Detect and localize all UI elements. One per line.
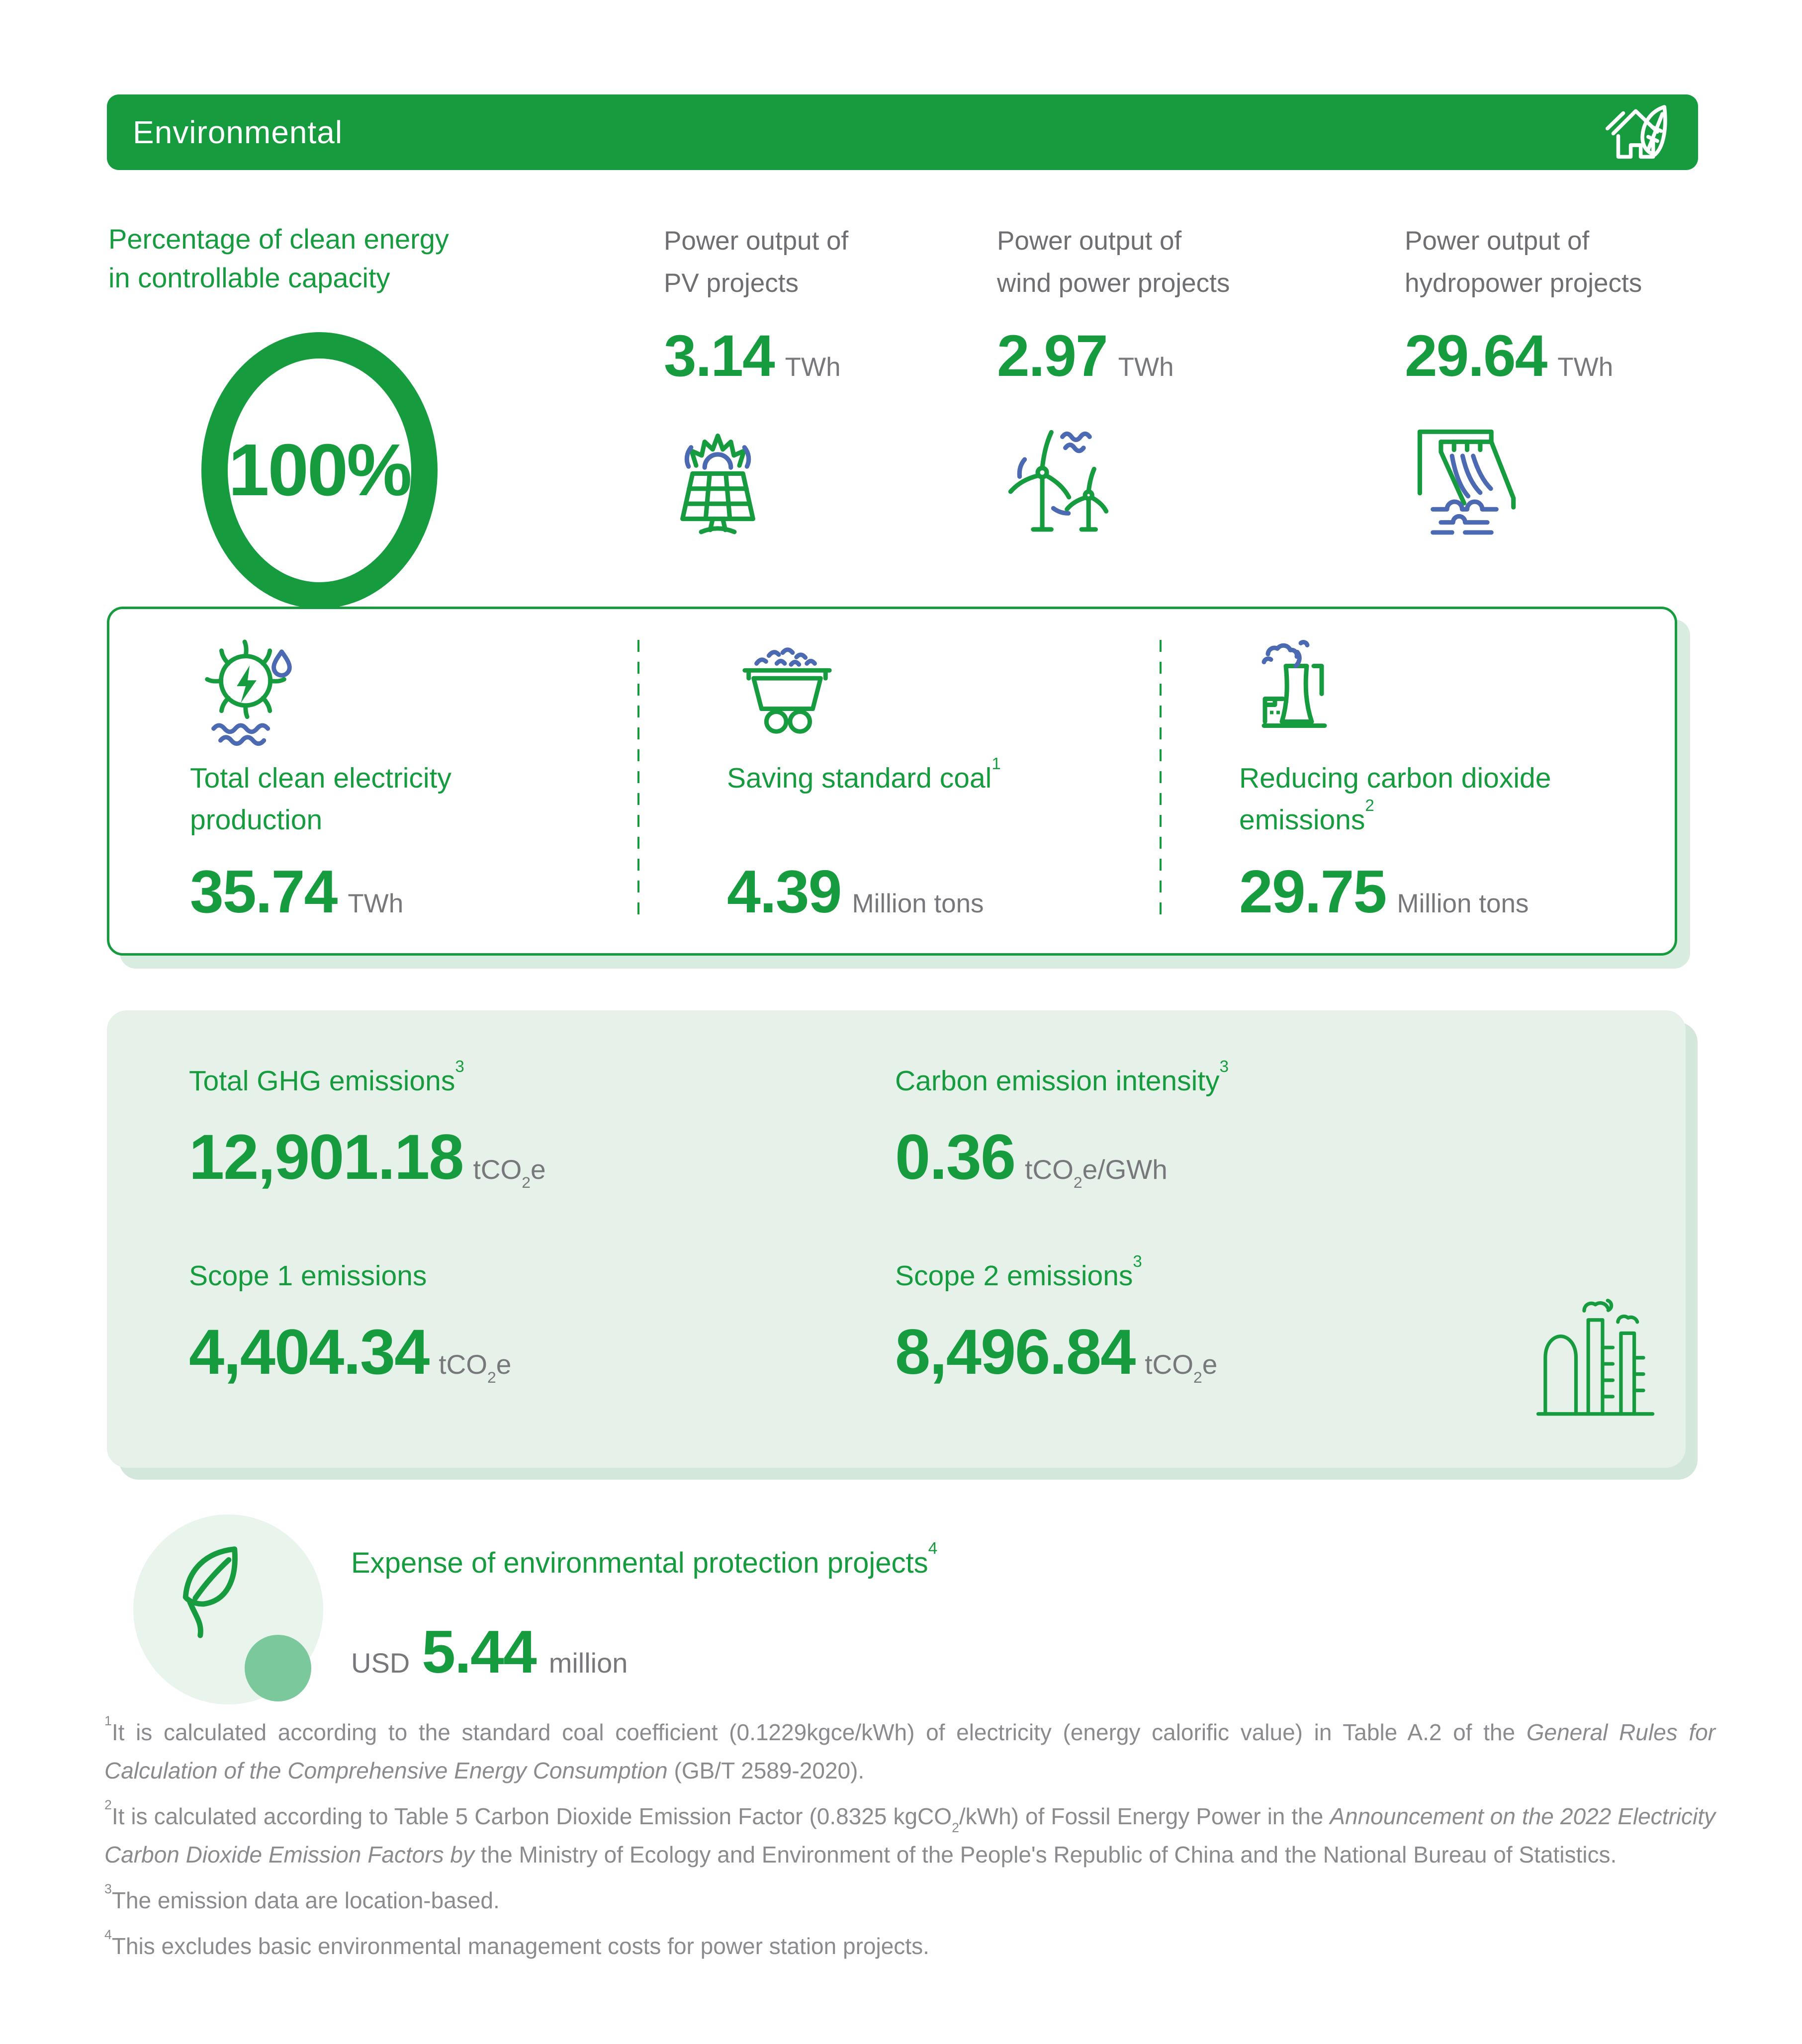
ghg-scope2: Scope 2 emissions3 8,496.84 tCO2e — [895, 1252, 1218, 1389]
stat-saving-standard-coal: Saving standard coal1 4.39 Million tons — [727, 609, 1184, 953]
power-output-hydro-value: 29.64 TWh — [1405, 323, 1614, 389]
green-dot — [245, 1635, 311, 1701]
power-output-pv-label: Power output of PV projects — [664, 226, 849, 298]
expense-value: USD 5.44 million — [351, 1618, 628, 1686]
section-title: Environmental — [133, 114, 343, 150]
ghg-title: Scope 1 emissions — [189, 1260, 427, 1292]
stat-value: 29.75 Million tons — [1239, 858, 1529, 925]
footnote-4: 4This excludes basic environmental manag… — [104, 1927, 929, 1959]
power-output-wind-value: 2.97 TWh — [997, 323, 1174, 389]
clean-energy-heading-line1: Percentage of clean energy — [108, 223, 449, 255]
ghg-title: Carbon emission intensity3 — [895, 1057, 1229, 1097]
power-output-pv-value: 3.14 TWh — [664, 323, 841, 389]
expense-title: Expense of environmental protection proj… — [351, 1539, 938, 1579]
ghg-intensity: Carbon emission intensity3 0.36 tCO2e/GWh — [895, 1057, 1229, 1194]
stat-title: Total clean electricity production — [190, 762, 451, 836]
clean-energy-value: 100% — [228, 429, 412, 511]
factory-chimneys-icon — [1536, 1299, 1655, 1416]
dashed-divider — [1160, 640, 1162, 922]
footnote-2: 2It is calculated according to Table 5 C… — [104, 1797, 1715, 1867]
factory-smoke-icon — [1261, 640, 1327, 728]
power-output-hydro-label: Power output of hydropower projects — [1405, 226, 1642, 298]
clean-energy-ring: 100% — [201, 332, 438, 609]
solar-panel-sun-icon — [680, 433, 755, 534]
clean-production-stats-box: Total clean electricity production 35.74… — [107, 607, 1677, 956]
power-output-wind-label: Power output of wind power projects — [997, 226, 1230, 298]
power-output-wind: Power output of wind power projects 2.97 T… — [997, 220, 1320, 540]
ghg-emissions-box: Total GHG emissions3 12,901.18 tCO2e Carb… — [107, 1010, 1686, 1468]
leaf-icon — [182, 1546, 238, 1638]
stat-reducing-co2: Reducing carbon dioxide emissions2 29.75… — [1239, 609, 1652, 953]
ghg-total: Total GHG emissions3 12,901.18 tCO2e — [189, 1057, 546, 1194]
footnotes: 1It is calculated according to the stand… — [104, 1713, 1715, 1973]
clean-energy-heading-line2: in controllable capacity — [108, 262, 390, 293]
ghg-value: 0.36 tCO2e/GWh — [895, 1122, 1168, 1193]
wind-turbines-icon — [1008, 430, 1109, 532]
ghg-scope1: Scope 1 emissions 4,404.34 tCO2e — [189, 1255, 511, 1389]
ghg-value: 4,404.34 tCO2e — [189, 1317, 512, 1388]
footnote-3: 3The emission data are location-based. — [104, 1881, 500, 1913]
water-turbine-icon — [205, 639, 292, 746]
stat-value: 35.74 TWh — [190, 858, 404, 925]
ghg-value: 12,901.18 tCO2e — [189, 1122, 546, 1193]
ghg-title: Total GHG emissions3 — [189, 1057, 464, 1097]
ghg-value: 8,496.84 tCO2e — [895, 1317, 1218, 1388]
dashed-divider — [637, 640, 639, 922]
footnote-1: 1It is calculated according to the stand… — [104, 1713, 1715, 1783]
stat-title: Reducing carbon dioxide emissions2 — [1239, 762, 1551, 836]
power-output-hydro: Power output of hydropower projects 29.64… — [1405, 220, 1728, 540]
coal-cart-icon — [742, 647, 832, 734]
expense-currency: USD — [351, 1647, 410, 1679]
stat-value: 4.39 Million tons — [727, 858, 984, 925]
house-leaf-icon — [1605, 105, 1667, 159]
power-output-pv: Power output of PV projects 3.14 TWh — [664, 220, 987, 540]
stat-title: Saving standard coal1 — [727, 754, 1001, 794]
clean-energy-heading: Percentage of clean energy in controllab… — [108, 220, 449, 297]
hydropower-dam-icon — [1417, 429, 1516, 535]
ghg-title: Scope 2 emissions3 — [895, 1252, 1142, 1292]
section-header: Environmental — [107, 94, 1698, 170]
stat-total-clean-electricity: Total clean electricity production 35.74… — [190, 609, 578, 953]
